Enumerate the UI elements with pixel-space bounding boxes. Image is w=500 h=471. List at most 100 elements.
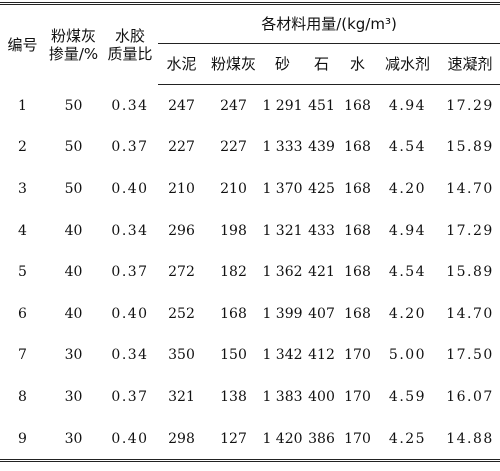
table-cell: 1 383 [262,388,303,405]
table-cell: 1 399 [262,305,303,322]
table-cell: 14.70 [446,305,494,322]
header-cell: 砂 [262,43,303,85]
table-cell: 321 [168,388,195,405]
table-cell: 4.54 [388,139,427,156]
table-cell: 198 [220,222,247,239]
table-cell: 170 [344,388,371,405]
table-cell: 350 [168,347,195,364]
header-cell: 编号 [0,4,45,85]
table-cell: 168 [344,180,371,197]
table-cell: 0.34 [111,347,149,364]
table-cell: 15.89 [446,264,494,281]
table-row: 2 50 0.37 227 227 1 333 439 168 4.54 15.89 [0,127,500,169]
table-cell: 1 370 [262,180,303,197]
table-cell: 168 [344,305,371,322]
header-cell: 速凝剂 [440,43,500,85]
table-cell: 17.29 [446,97,494,114]
header-cell: 水泥 [158,43,205,85]
table-cell: 50 [64,139,83,156]
table-cell: 40 [64,222,83,239]
table-cell: 15.89 [446,139,494,156]
table-cell: 425 [308,180,335,197]
table-cell: 227 [168,139,195,156]
table-cell: 451 [308,97,335,114]
header-cell: 粉煤灰 [205,43,262,85]
header-text: 掺量/% [48,44,99,63]
table-cell: 7 [18,347,27,364]
table-cell: 4.25 [388,430,427,447]
table-cell: 5.00 [388,347,427,364]
table-cell: 150 [220,347,247,364]
table-cell: 227 [220,139,247,156]
header-row: 水泥 粉煤灰砂石水减水剂 速凝剂 [0,43,500,85]
table-cell: 247 [220,97,247,114]
table-cell: 168 [220,305,247,322]
table-cell: 2 [18,139,27,156]
table-row: 4 40 0.34 296 198 1 321 433 168 4.94 17.29 [0,210,500,252]
header-text: 质量比 [107,44,153,63]
table-row: 6 40 0.40 252 168 1 399 407 168 4.20 14.70 [0,293,500,335]
table-cell: 439 [308,139,335,156]
table-cell: 4.94 [388,222,427,239]
table-cell: 170 [344,347,371,364]
header-cell: 水 [340,43,375,85]
header-cell: 粉煤灰 掺量/% [45,4,102,85]
header-text: 编号 [7,35,38,54]
table-cell: 14.88 [446,430,494,447]
table-cell: 40 [64,305,83,322]
table-cell: 296 [168,222,195,239]
table-cell: 412 [308,347,335,364]
table-row: 5 40 0.37 272 182 1 362 421 168 4.54 15.89 [0,251,500,293]
header-cell: 各材料用量/(kg/m³) [158,3,500,44]
table-cell: 3 [18,180,27,197]
data-table: 编号 粉煤灰 掺量/% 水胶 质量比 各材料用量/(kg/m³) 水泥 粉煤灰砂石水减… [0,2,500,463]
table-cell: 210 [220,180,247,197]
table-cell: 170 [344,430,371,447]
table-cell: 1 321 [262,222,303,239]
table-cell: 298 [168,430,195,447]
header-text: 各材料用量/(kg/m³) [261,15,397,33]
table-cell: 386 [308,430,335,447]
table-cell: 272 [168,264,195,281]
table-cell: 8 [18,388,27,405]
header-cell: 石 [303,43,340,85]
table-cell: 4 [18,222,27,239]
header-text: 水胶 [114,26,145,45]
table-cell: 4.20 [388,180,427,197]
table-row: 8 30 0.37 321 138 1 383 400 170 4.59 16.07 [0,376,500,418]
table-cell: 14.70 [446,180,494,197]
table-cell: 0.34 [111,222,149,239]
table-cell: 30 [64,430,83,447]
table-cell: 4.94 [388,97,427,114]
table-cell: 127 [220,430,247,447]
table-cell: 0.37 [111,388,149,405]
table-cell: 6 [18,305,27,322]
table-cell: 4.54 [388,264,427,281]
table-cell: 1 342 [262,347,303,364]
table-cell: 168 [344,222,371,239]
table-cell: 1 [18,97,27,114]
table-cell: 247 [168,97,195,114]
table-cell: 0.37 [111,264,149,281]
table-cell: 421 [308,264,335,281]
table-cell: 9 [18,430,27,447]
table-row: 1 50 0.34 247 247 1 291 451 168 4.94 17.29 [0,85,500,127]
table-row: 9 30 0.40 298 127 1 420 386 170 4.25 14.88 [0,418,500,461]
table-cell: 50 [64,180,83,197]
table-cell: 30 [64,388,83,405]
table-cell: 0.40 [111,305,149,322]
table-cell: 17.50 [446,347,494,364]
table-cell: 138 [220,388,247,405]
table-row: 7 30 0.34 350 150 1 342 412 170 5.00 17.50 [0,335,500,377]
table-cell: 168 [344,139,371,156]
table-cell: 182 [220,264,247,281]
table-cell: 4.20 [388,305,427,322]
header-cell: 水胶 质量比 [102,4,158,85]
table-cell: 50 [64,97,83,114]
table-cell: 433 [308,222,335,239]
table-cell: 407 [308,305,335,322]
table-cell: 0.34 [111,97,149,114]
table-cell: 1 333 [262,139,303,156]
table-cell: 1 362 [262,264,303,281]
table-cell: 4.59 [388,388,427,405]
